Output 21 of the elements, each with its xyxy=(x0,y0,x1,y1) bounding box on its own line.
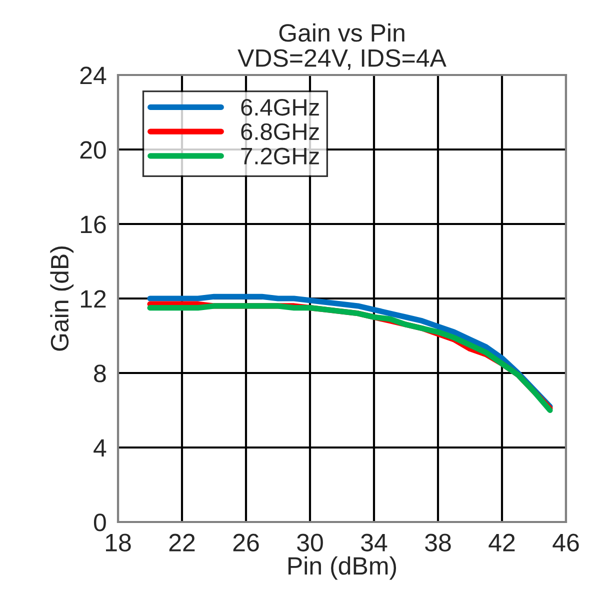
x-tick-label: 34 xyxy=(361,534,388,552)
x-tick-label: 26 xyxy=(233,534,259,552)
y-tick-label: 4 xyxy=(94,439,106,457)
y-tick-label: 12 xyxy=(80,290,106,308)
x-tick-label: 46 xyxy=(552,534,579,552)
y-tick-label: 8 xyxy=(94,364,106,382)
legend-label: 7.2GHz xyxy=(241,148,319,164)
y-tick-label: 20 xyxy=(80,141,106,159)
y-tick-label: 16 xyxy=(80,216,106,234)
x-tick-label: 38 xyxy=(425,534,451,552)
legend-label: 6.4GHz xyxy=(241,98,319,116)
y-axis-title: Gain (dB) xyxy=(50,246,74,351)
x-tick-label: 18 xyxy=(106,534,131,552)
x-tick-label: 42 xyxy=(488,534,515,552)
x-axis-title: Pin (dBm) xyxy=(288,556,396,580)
x-tick-label: 30 xyxy=(297,534,323,552)
x-tick-label: 22 xyxy=(169,534,195,552)
legend-label: 6.8GHz xyxy=(241,123,319,140)
y-tick-label: 0 xyxy=(94,514,106,532)
y-tick-label: 24 xyxy=(80,66,106,84)
chart-title: Gain vs Pin VDS=24V, IDS=4A xyxy=(238,23,446,70)
